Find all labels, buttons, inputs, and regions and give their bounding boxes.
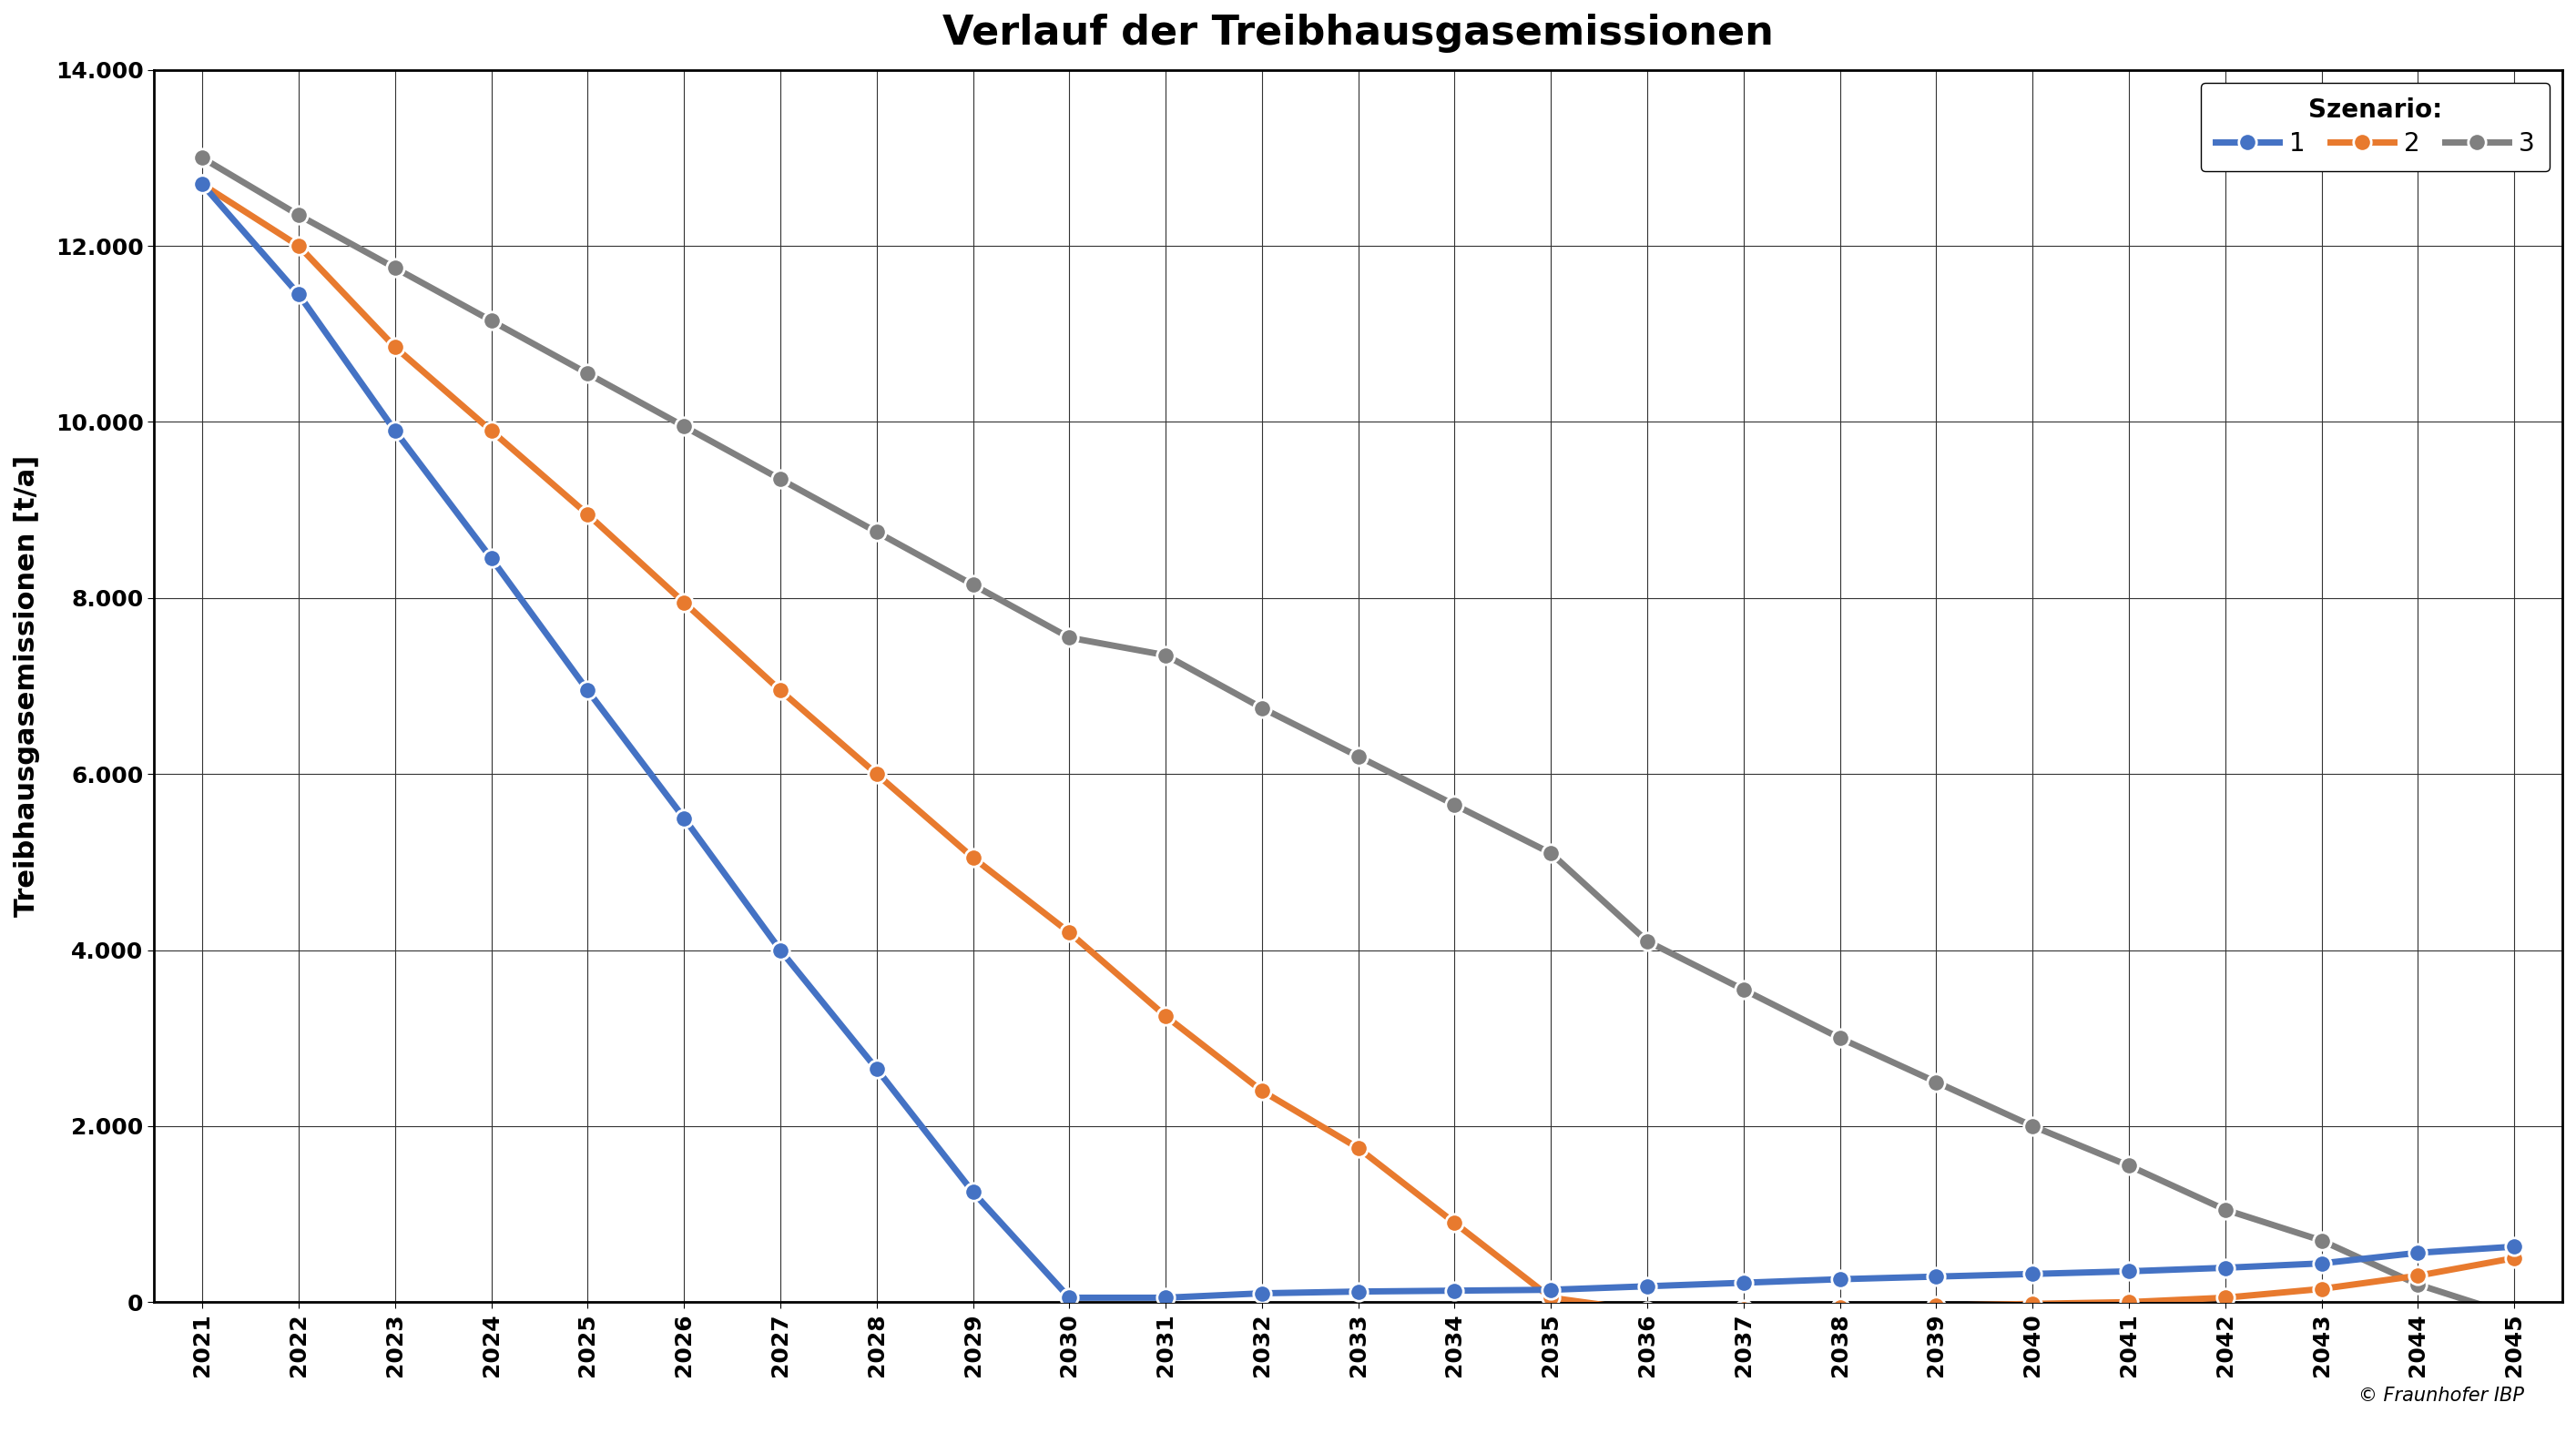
- 3: [1728, 982, 1759, 999]
- 1: [1342, 1283, 1373, 1300]
- 3: [1535, 844, 1566, 861]
- 3: [2112, 1156, 2143, 1174]
- 1: [670, 810, 701, 827]
- 3: [1054, 629, 1084, 646]
- 2: [765, 682, 796, 699]
- 3: [2017, 1118, 2048, 1135]
- 2: [1440, 1214, 1471, 1231]
- 3: [670, 418, 701, 436]
- 2: [1054, 924, 1084, 941]
- 1: [1535, 1281, 1566, 1298]
- 3: [958, 576, 989, 593]
- Legend: 1, 2, 3: 1, 2, 3: [2200, 83, 2550, 172]
- Title: Verlauf der Treibhausgasemissionen: Verlauf der Treibhausgasemissionen: [943, 14, 1775, 53]
- 3: [477, 312, 507, 330]
- 1: [1824, 1271, 1855, 1288]
- 3: [2306, 1232, 2336, 1250]
- 2: [1149, 1007, 1180, 1025]
- 3: [283, 206, 314, 224]
- 1: [1728, 1274, 1759, 1291]
- 1: [2210, 1260, 2241, 1277]
- 2: [477, 423, 507, 440]
- 1: [765, 941, 796, 959]
- 3: [1824, 1029, 1855, 1046]
- 2: [2112, 1294, 2143, 1311]
- 3: [1440, 797, 1471, 814]
- 3: [765, 470, 796, 487]
- 2: [283, 238, 314, 255]
- 3: [860, 523, 891, 540]
- 3: [1247, 699, 1278, 716]
- 3: [1342, 748, 1373, 765]
- 1: [1149, 1290, 1180, 1307]
- 2: [1824, 1298, 1855, 1315]
- 3: [2499, 1307, 2530, 1324]
- 1: [2306, 1255, 2336, 1273]
- 2: [572, 506, 603, 523]
- 2: [2210, 1290, 2241, 1307]
- 1: [958, 1184, 989, 1201]
- 1: [2017, 1265, 2048, 1283]
- 2: [1247, 1082, 1278, 1099]
- 3: [1149, 646, 1180, 663]
- 2: [1728, 1301, 1759, 1318]
- 2: [2499, 1250, 2530, 1267]
- 1: [379, 423, 410, 440]
- 3: [2210, 1201, 2241, 1218]
- 1: [1247, 1285, 1278, 1303]
- 1: [572, 682, 603, 699]
- Line: 2: 2: [193, 175, 2522, 1320]
- 2: [188, 176, 219, 193]
- 3: [379, 259, 410, 277]
- 2: [1922, 1297, 1953, 1314]
- 2: [2403, 1267, 2434, 1284]
- 2: [2306, 1280, 2336, 1297]
- 1: [2499, 1238, 2530, 1255]
- 2: [670, 593, 701, 610]
- Y-axis label: Treibhausgasemissionen [t/a]: Treibhausgasemissionen [t/a]: [13, 456, 41, 917]
- Line: 1: 1: [193, 175, 2522, 1307]
- 2: [379, 338, 410, 355]
- 1: [477, 550, 507, 567]
- 1: [1631, 1278, 1662, 1295]
- Text: © Fraunhofer IBP: © Fraunhofer IBP: [2360, 1386, 2524, 1404]
- 2: [860, 765, 891, 782]
- 2: [958, 848, 989, 866]
- 2: [2017, 1295, 2048, 1313]
- 1: [1440, 1283, 1471, 1300]
- 2: [1342, 1139, 1373, 1156]
- 2: [1631, 1303, 1662, 1320]
- 3: [1631, 933, 1662, 950]
- 1: [1922, 1268, 1953, 1285]
- 1: [2112, 1262, 2143, 1280]
- 1: [283, 285, 314, 302]
- 1: [2403, 1244, 2434, 1261]
- 3: [188, 149, 219, 166]
- 3: [2403, 1275, 2434, 1293]
- 3: [1922, 1073, 1953, 1091]
- 1: [188, 176, 219, 193]
- Line: 3: 3: [193, 149, 2522, 1324]
- 3: [572, 365, 603, 383]
- 1: [1054, 1290, 1084, 1307]
- 2: [1535, 1290, 1566, 1307]
- 1: [860, 1060, 891, 1078]
